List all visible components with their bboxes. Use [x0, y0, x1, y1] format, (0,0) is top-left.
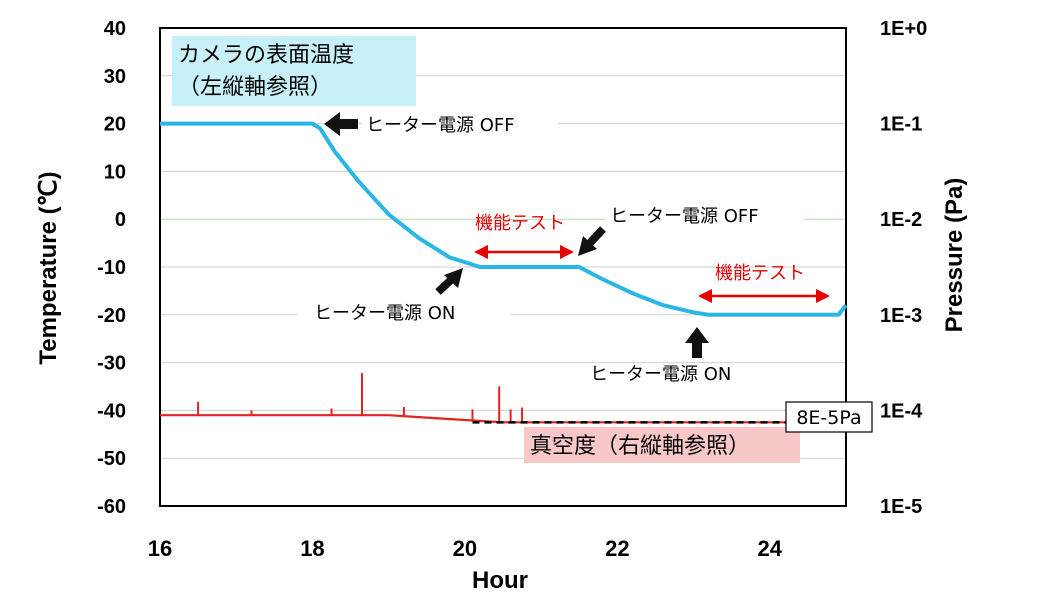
arrow-left-icon	[324, 112, 358, 136]
y-tick-label: -30	[97, 353, 126, 375]
heater-off-1-bg	[362, 112, 558, 136]
y2-tick-label: 1E-3	[880, 305, 922, 327]
heater-off-2-bg	[606, 204, 804, 228]
y2-axis-ticks: 1E+0 1E-1 1E-2 1E-3 1E-4 1E-5	[880, 18, 927, 518]
x-axis-ticks: 16 18 20 22 24	[148, 536, 783, 561]
temperature-line	[160, 121, 848, 317]
y2-axis-title: Pressure (Pa)	[941, 178, 968, 333]
heater-on-2-label: ヒーター電源 ON	[590, 364, 731, 385]
arrow-up-right-icon	[435, 268, 463, 295]
heater-off-1-label: ヒーター電源 OFF	[366, 115, 515, 136]
y-tick-label: 20	[104, 114, 126, 136]
y-tick-label: -10	[97, 257, 126, 279]
x-tick-label: 18	[300, 536, 324, 561]
y-tick-label: 10	[104, 161, 126, 183]
temperature-series	[160, 121, 848, 317]
arrow-down-left-icon	[578, 226, 606, 256]
double-arrow-2-icon	[698, 289, 830, 303]
vacuum-label: 真空度（右縦軸参照）	[530, 434, 750, 459]
y2-tick-label: 1E-2	[880, 209, 922, 231]
x-axis-title: Hour	[472, 567, 528, 594]
arrow-up-icon	[685, 327, 709, 358]
heater-on-1-label: ヒーター電源 ON	[314, 303, 455, 324]
y-tick-label: -60	[97, 496, 126, 518]
y2-tick-label: 1E+0	[880, 18, 927, 40]
camera-label-line1: カメラの表面温度	[178, 43, 354, 68]
y-axis-ticks: 40 30 20 10 0 -10 -20 -30 -40 -50 -60	[97, 18, 126, 518]
y-axis-title: Temperature (℃)	[35, 171, 62, 364]
x-tick-label: 24	[758, 536, 783, 561]
heater-off-2-label: ヒーター電源 OFF	[610, 206, 759, 227]
y-tick-label: 40	[104, 18, 126, 40]
camera-label-bg	[172, 36, 416, 106]
x-tick-label: 22	[605, 536, 629, 561]
y-tick-label: -20	[97, 305, 126, 327]
y2-tick-label: 1E-4	[880, 400, 923, 422]
vacuum-label-bg	[524, 427, 800, 463]
y-tick-label: 30	[104, 66, 126, 88]
y-tick-label: -40	[97, 400, 126, 422]
y-tick-label: 0	[115, 209, 126, 231]
pressure-series	[160, 373, 846, 424]
camera-label-line2: （左縦軸参照）	[178, 75, 332, 100]
y2-tick-label: 1E-5	[880, 496, 922, 518]
func-test-1-label: 機能テスト	[475, 213, 565, 234]
x-tick-label: 20	[453, 536, 477, 561]
func-test-2-label: 機能テスト	[715, 263, 805, 284]
double-arrow-1-icon	[474, 245, 574, 259]
y-tick-label: -50	[97, 448, 126, 470]
plot-border	[159, 27, 847, 507]
heater-on-1-bg	[298, 300, 510, 326]
ref-label-box	[785, 401, 873, 433]
y2-tick-label: 1E-1	[880, 114, 922, 136]
ref-label: 8E-5Pa	[796, 407, 861, 429]
x-tick-label: 16	[148, 536, 172, 561]
